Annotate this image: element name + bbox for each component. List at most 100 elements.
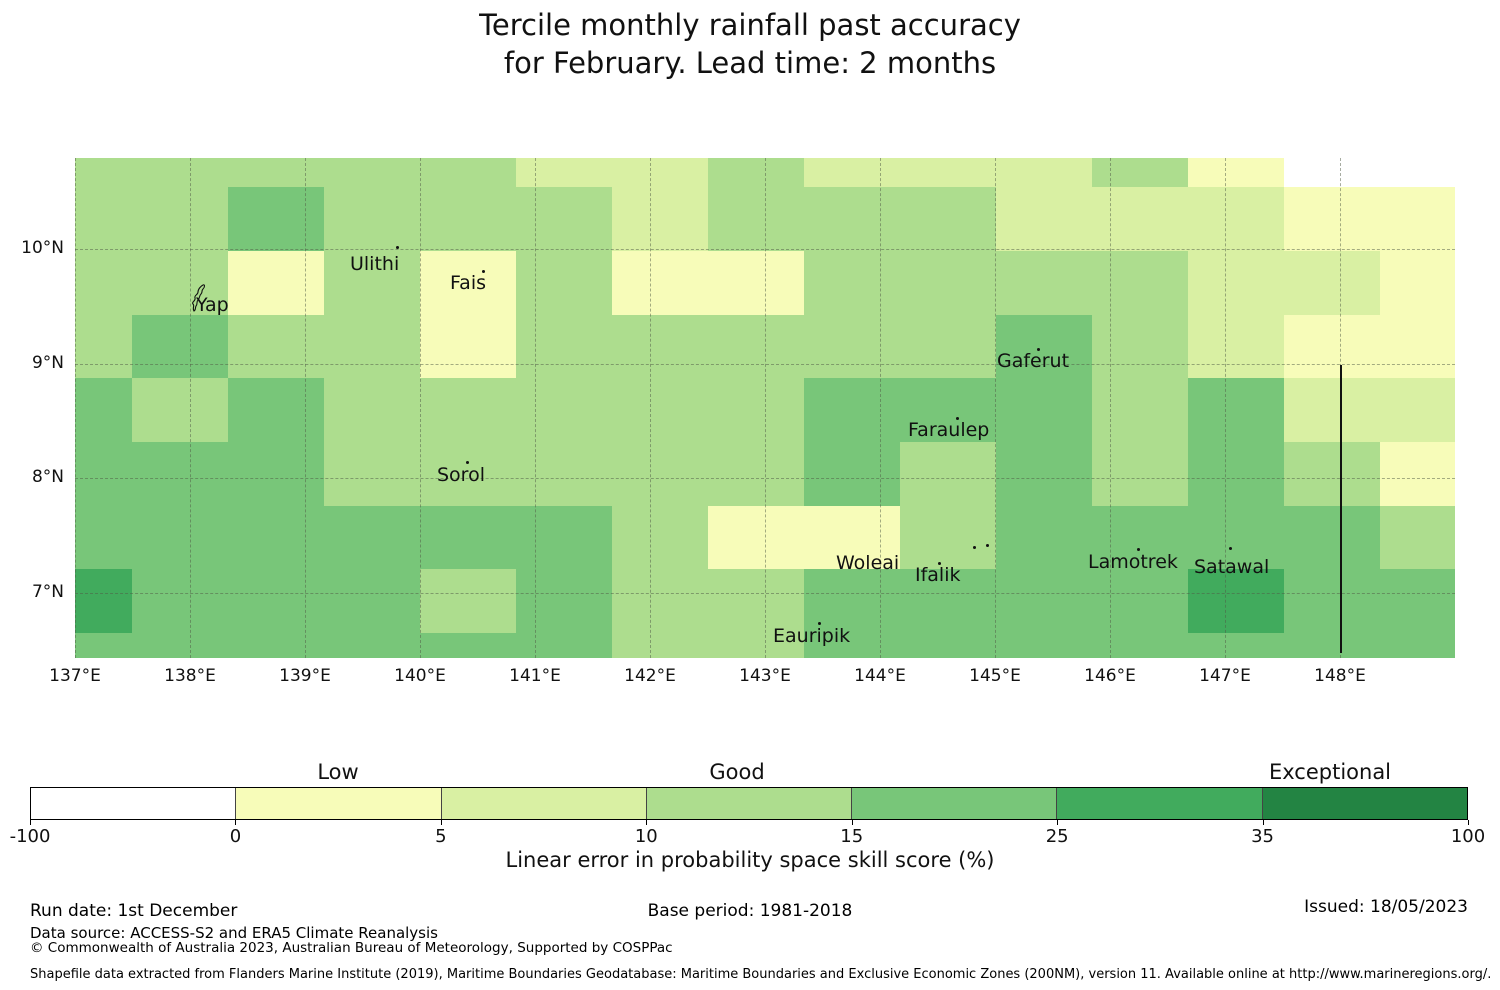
map-cell <box>900 506 996 569</box>
colorbar-tickmark <box>30 820 31 825</box>
colorbar-zone-low: Low <box>317 760 359 784</box>
lat-tick-label: 7°N <box>31 582 64 602</box>
lat-gridline <box>75 478 1455 479</box>
map-cell <box>1284 251 1380 315</box>
map-cell <box>900 315 996 378</box>
map-cell <box>324 442 420 506</box>
map-cell <box>804 158 900 187</box>
map-cell <box>324 315 420 378</box>
map-cell <box>75 569 132 633</box>
map-grid-row <box>75 633 1455 658</box>
map-cell <box>708 251 804 315</box>
map-cell <box>1092 378 1188 442</box>
map-cell <box>420 633 516 658</box>
map-cell <box>1284 506 1380 569</box>
map-cell <box>516 378 612 442</box>
map-cell <box>75 158 132 187</box>
lon-tick-label: 146°E <box>1084 666 1136 686</box>
colorbar-axis-label: Linear error in probability space skill … <box>505 848 995 872</box>
map-cell <box>1380 378 1455 442</box>
island-dot-sorol <box>466 461 469 464</box>
colorbar-segment-15-25 <box>851 788 1057 819</box>
lon-gridline <box>190 158 191 658</box>
map-cell <box>1380 506 1455 569</box>
colorbar-tick-label: 15 <box>840 826 864 847</box>
map-cell <box>612 158 708 187</box>
lon-tick-label: 137°E <box>49 666 101 686</box>
map-cell <box>75 506 132 569</box>
map-cell <box>996 442 1092 506</box>
map-cell <box>132 442 228 506</box>
map-cell <box>1284 187 1380 251</box>
island-label-sorol: Sorol <box>437 464 485 486</box>
map-cell <box>708 378 804 442</box>
map-cell <box>420 187 516 251</box>
island-label-ulithi: Ulithi <box>350 253 400 275</box>
chart-title-line1: Tercile monthly rainfall past accuracy <box>479 8 1021 42</box>
map-cell <box>324 506 420 569</box>
map-cell <box>900 378 996 442</box>
map: Yap Ulithi Fais Sorol Gaferut Faraulep Woleai I… <box>75 158 1455 658</box>
map-cell <box>708 569 804 633</box>
map-cell <box>804 442 900 506</box>
map-cell <box>1092 633 1188 658</box>
chart-title: Tercile monthly rainfall past accuracy f… <box>0 6 1500 82</box>
island-label-ifalik: Ifalik <box>915 564 961 586</box>
map-cell <box>324 569 420 633</box>
colorbar-tick-label: 10 <box>634 826 658 847</box>
lat-gridline <box>75 364 1455 365</box>
map-cell <box>996 506 1092 569</box>
map-cell <box>996 251 1092 315</box>
footer-data-source: Data source: ACCESS-S2 and ERA5 Climate … <box>30 924 438 942</box>
map-cell <box>1284 633 1380 658</box>
colorbar-segment-5-10 <box>440 788 646 819</box>
colorbar-tick-label: 5 <box>435 826 447 847</box>
map-grid <box>75 158 1455 658</box>
map-cell <box>612 442 708 506</box>
map-cell <box>996 378 1092 442</box>
map-grid-row <box>75 442 1455 506</box>
lat-tick-label: 9°N <box>31 353 64 373</box>
lon-tick-label: 141°E <box>509 666 561 686</box>
map-cell <box>1284 569 1380 633</box>
map-cell <box>804 315 900 378</box>
lon-tick-label: 147°E <box>1199 666 1251 686</box>
island-dot-gaferut <box>1037 348 1040 351</box>
map-cell <box>75 378 132 442</box>
map-cell <box>900 158 996 187</box>
colorbar-tick-label: 25 <box>1045 826 1069 847</box>
map-cell <box>804 187 900 251</box>
map-cell <box>132 158 228 187</box>
map-grid-row <box>75 506 1455 569</box>
map-cell <box>1284 442 1380 506</box>
map-cell <box>228 378 324 442</box>
map-cell <box>900 569 996 633</box>
lon-gridline <box>420 158 421 658</box>
lon-gridline <box>305 158 306 658</box>
map-cell <box>132 569 228 633</box>
map-cell <box>612 315 708 378</box>
map-cell <box>516 442 612 506</box>
colorbar-segment-35-100 <box>1261 788 1467 819</box>
colorbar-tick-label: 35 <box>1251 826 1275 847</box>
lon-gridline <box>75 158 76 658</box>
map-cell <box>1092 187 1188 251</box>
lon-gridline <box>650 158 651 658</box>
map-cell <box>228 187 324 251</box>
map-cell <box>900 633 996 658</box>
island-label-lamotrek: Lamotrek <box>1088 551 1178 573</box>
colorbar-zone-good: Good <box>709 760 765 784</box>
footer-base-period: Base period: 1981-2018 <box>647 901 853 921</box>
map-cell <box>1380 158 1455 187</box>
map-grid-row <box>75 251 1455 315</box>
map-cell <box>804 378 900 442</box>
map-cell <box>1188 187 1284 251</box>
map-cell <box>708 442 804 506</box>
map-cell <box>1380 187 1455 251</box>
map-cell <box>324 251 420 315</box>
map-cell <box>1188 506 1284 569</box>
map-cell <box>996 569 1092 633</box>
lon-gridline <box>880 158 881 658</box>
map-cell <box>1188 569 1284 633</box>
